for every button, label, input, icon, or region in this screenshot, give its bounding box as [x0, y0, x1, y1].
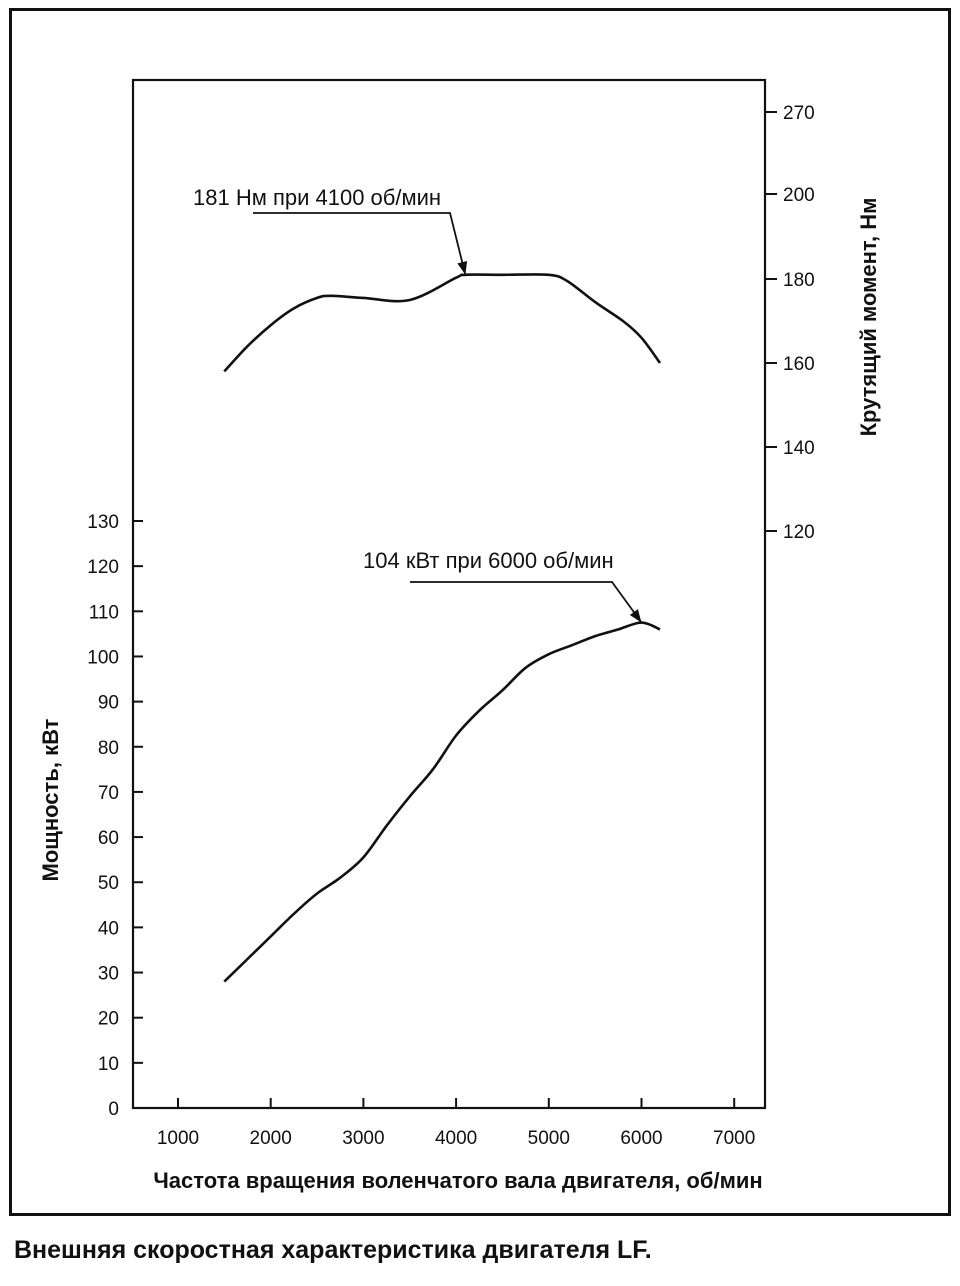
annotations: 181 Нм при 4100 об/мин 104 кВт при 6000 о… — [193, 185, 643, 624]
y-axis-right: 120 140 160 180 200 270 — [765, 103, 815, 543]
y-left-tick-label: 50 — [98, 873, 119, 894]
x-tick-label: 5000 — [528, 1128, 570, 1149]
y-left-tick-label: 10 — [98, 1054, 119, 1075]
y-left-tick-label: 70 — [98, 783, 119, 804]
y-right-tick-label: 200 — [783, 185, 815, 206]
figure-caption: Внешняя скоростная характеристика двигат… — [14, 1236, 652, 1264]
y-left-tick-label: 30 — [98, 964, 119, 985]
y-left-tick-label: 110 — [89, 602, 119, 623]
annotation-arrowhead — [457, 260, 468, 275]
y-right-tick-label: 140 — [783, 438, 815, 459]
x-axis: 1000 2000 3000 4000 5000 6000 7000 — [157, 1098, 755, 1149]
y-left-tick-label: 40 — [98, 918, 119, 939]
engine-characteristic-chart: 1000 2000 3000 4000 5000 6000 7000 0 10 20 30 40 50… — [38, 78, 881, 1193]
y-right-tick-label: 180 — [783, 270, 815, 291]
x-tick-label: 7000 — [713, 1128, 755, 1149]
y-right-axis-title: Крутящий момент, Нм — [856, 198, 881, 437]
y-right-tick-label: 120 — [783, 522, 815, 543]
y-left-tick-label: 60 — [98, 828, 119, 849]
x-tick-label: 4000 — [435, 1128, 477, 1149]
annotation-leader — [410, 581, 643, 624]
x-axis-title: Частота вращения воленчатого вала двигат… — [153, 1168, 762, 1193]
x-tick-label: 3000 — [342, 1128, 384, 1149]
power-curve — [223, 621, 661, 983]
annotation-leader — [253, 212, 467, 276]
x-tick-label: 2000 — [250, 1128, 292, 1149]
y-left-tick-label: 20 — [98, 1009, 119, 1030]
y-left-axis-title: Мощность, кВт — [38, 718, 63, 881]
y-right-tick-label: 160 — [783, 354, 815, 375]
y-left-tick-label: 100 — [87, 647, 119, 668]
annotation-label: 104 кВт при 6000 об/мин — [363, 548, 614, 573]
figure-frame — [9, 8, 951, 1216]
y-left-tick-label: 0 — [108, 1099, 119, 1120]
y-left-tick-label: 120 — [87, 557, 119, 578]
torque-curve — [223, 273, 662, 373]
y-right-tick-label: 270 — [783, 103, 815, 124]
y-left-tick-label: 130 — [87, 512, 119, 533]
y-axis-left: 0 10 20 30 40 50 60 70 80 90 100 110 120 130 — [87, 512, 143, 1120]
y-left-tick-label: 80 — [98, 738, 119, 759]
x-tick-label: 6000 — [620, 1128, 662, 1149]
y-left-tick-label: 90 — [98, 693, 119, 714]
annotation-arrowhead — [629, 609, 642, 623]
x-tick-label: 1000 — [157, 1128, 199, 1149]
plot-area — [131, 78, 767, 1110]
annotation-label: 181 Нм при 4100 об/мин — [193, 185, 441, 210]
